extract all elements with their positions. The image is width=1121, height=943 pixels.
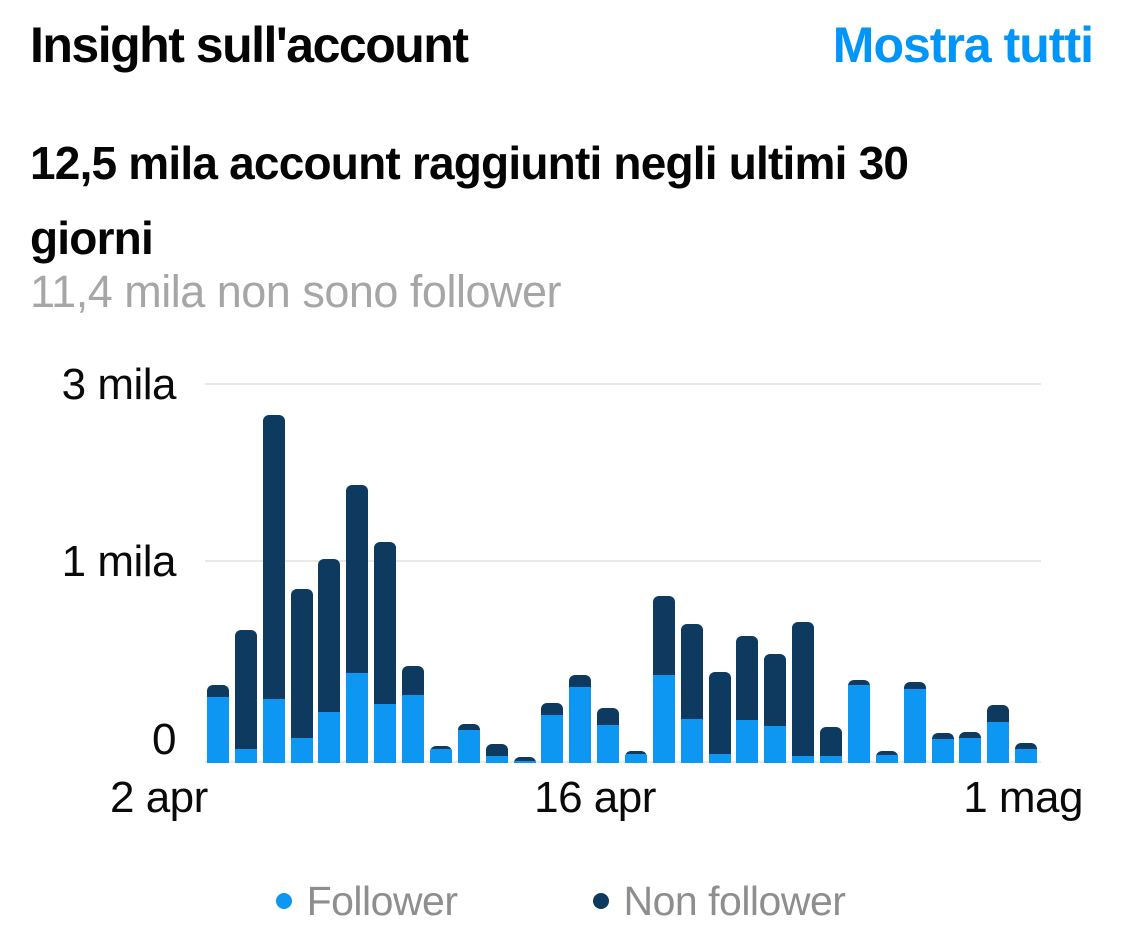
x-tick-2apr: 2 apr	[110, 773, 208, 822]
bar-follower-segment	[652, 675, 675, 763]
bar-follower-segment	[987, 722, 1010, 763]
y-tick-0: 0	[152, 715, 176, 764]
bar-20-apr[interactable]	[708, 672, 731, 763]
bar-6-apr[interactable]	[318, 559, 341, 763]
bar-2-apr[interactable]	[207, 685, 229, 763]
bar-follower-segment	[903, 689, 926, 763]
bar-13-apr[interactable]	[513, 757, 536, 763]
bar-4-apr[interactable]	[262, 415, 285, 763]
legend-label-follower: Follower	[306, 877, 458, 924]
bar-21-apr[interactable]	[736, 636, 759, 763]
reach-summary: 12,5 mila account raggiunti negli ultimi…	[30, 126, 1105, 276]
bar-26-apr[interactable]	[875, 751, 898, 763]
bar-24-apr[interactable]	[820, 727, 843, 763]
bar-8-apr[interactable]	[374, 542, 397, 763]
bar-23-apr[interactable]	[792, 622, 815, 763]
bar-28-apr[interactable]	[931, 733, 954, 763]
bar-11-apr[interactable]	[457, 724, 480, 763]
y-tick-3mila: 3 mila	[61, 360, 177, 409]
bar-follower-segment	[346, 673, 369, 763]
bar-7-apr[interactable]	[346, 485, 369, 763]
bar-16-apr[interactable]	[597, 708, 620, 763]
bar-25-apr[interactable]	[847, 680, 870, 763]
reach-summary-line1: 12,5 mila account raggiunti negli ultimi…	[30, 137, 909, 189]
bar-18-apr[interactable]	[652, 596, 675, 763]
bar-follower-segment	[262, 699, 285, 763]
bar-follower-segment	[708, 754, 731, 763]
bar-follower-segment	[764, 726, 787, 763]
non-follower-dot-icon	[592, 893, 609, 909]
gridline-1mila	[205, 560, 1041, 562]
y-tick-1mila: 1 mila	[61, 537, 177, 586]
bar-follower-segment	[959, 738, 982, 763]
chart-plot	[205, 373, 1041, 763]
bar-5-apr[interactable]	[290, 589, 313, 763]
bar-17-apr[interactable]	[625, 751, 647, 763]
bar-follower-segment	[318, 712, 341, 763]
show-all-link[interactable]: Mostra tutti	[832, 17, 1094, 73]
bar-follower-segment	[931, 739, 954, 763]
bar-follower-segment	[234, 749, 257, 763]
bar-14-apr[interactable]	[541, 703, 564, 763]
bar-follower-segment	[457, 730, 480, 763]
bar-10-apr[interactable]	[429, 746, 452, 763]
bar-follower-segment	[290, 738, 313, 763]
bar-follower-segment	[569, 687, 592, 763]
bar-1-mag[interactable]	[1015, 743, 1038, 763]
bar-27-apr[interactable]	[903, 682, 926, 763]
bar-follower-segment	[875, 755, 898, 763]
bar-9-apr[interactable]	[402, 666, 425, 763]
bar-follower-segment	[374, 704, 397, 763]
bar-3-apr[interactable]	[234, 630, 257, 763]
page-title: Insight sull'account	[30, 17, 469, 73]
chart-legend: Follower Non follower	[0, 873, 1121, 929]
x-tick-1mag: 1 mag	[963, 773, 1083, 822]
bar-follower-segment	[792, 756, 815, 763]
bar-follower-segment	[847, 685, 870, 763]
bar-follower-segment	[485, 756, 508, 763]
follower-dot-icon	[275, 893, 292, 909]
gridline-3mila	[205, 383, 1041, 385]
legend-item-follower: Follower	[275, 877, 458, 925]
bar-follower-segment	[736, 720, 759, 763]
bar-follower-segment	[597, 725, 620, 763]
bar-follower-segment	[820, 756, 843, 763]
bar-follower-segment	[207, 697, 229, 763]
bar-follower-segment	[541, 715, 564, 763]
bar-19-apr[interactable]	[680, 624, 703, 763]
bar-follower-segment	[680, 719, 703, 763]
x-tick-16apr: 16 apr	[534, 773, 656, 822]
bar-15-apr[interactable]	[569, 675, 592, 763]
bar-follower-segment	[402, 695, 425, 763]
bar-12-apr[interactable]	[485, 744, 508, 763]
bar-30-apr[interactable]	[987, 705, 1010, 763]
gridline-baseline	[205, 761, 1041, 763]
reach-summary-line2: giorni	[30, 212, 154, 264]
bar-follower-segment	[625, 754, 647, 763]
legend-item-non-follower: Non follower	[592, 877, 846, 925]
non-follower-summary: 11,4 mila non sono follower	[30, 266, 561, 317]
bar-follower-segment	[1015, 749, 1038, 763]
bar-22-apr[interactable]	[764, 654, 787, 763]
bar-follower-segment	[429, 749, 452, 763]
reach-chart: 3 mila 1 mila 0 2 apr 16 apr 1 mag	[0, 360, 1121, 843]
bar-29-apr[interactable]	[959, 732, 982, 763]
legend-label-non-follower: Non follower	[623, 877, 846, 924]
bar-follower-segment	[513, 761, 536, 763]
